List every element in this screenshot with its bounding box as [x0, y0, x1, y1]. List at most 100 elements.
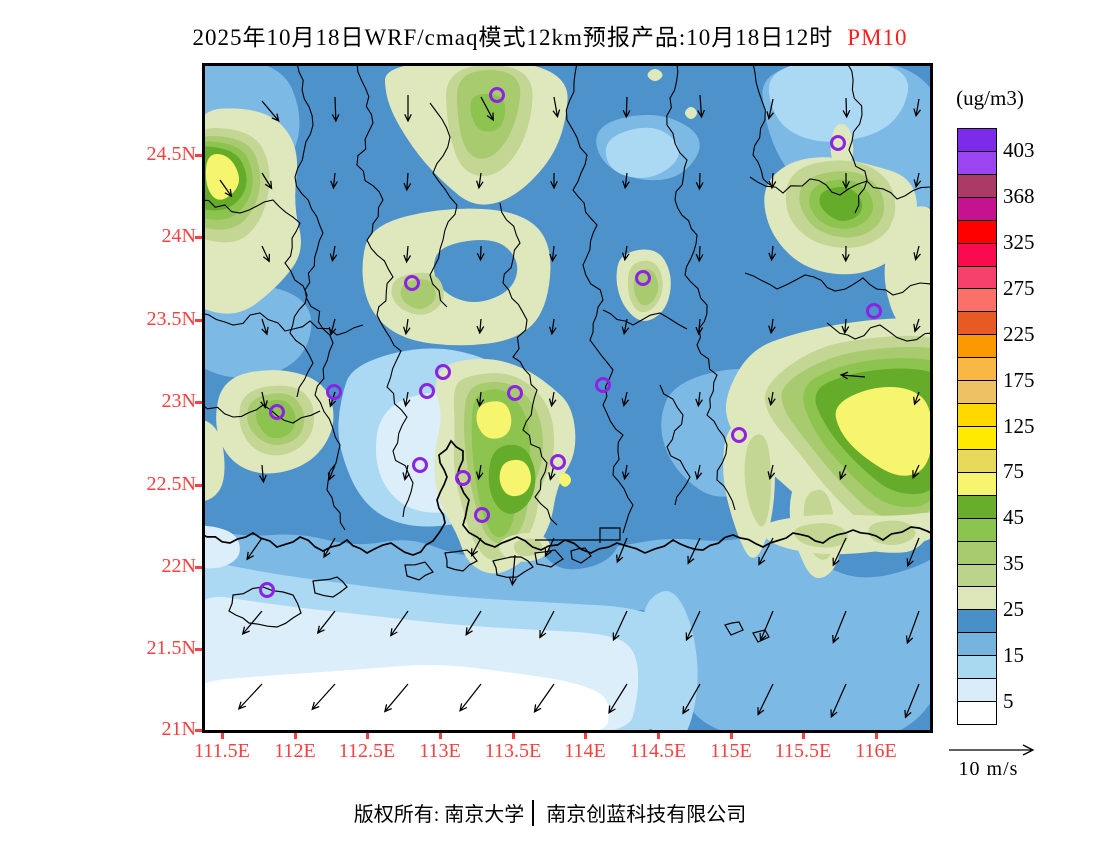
wind-vector-icon	[694, 464, 703, 481]
wind-vector-icon	[913, 318, 921, 333]
boundary-line	[205, 404, 321, 424]
wind-vector-icon	[552, 96, 561, 119]
boundary-line	[294, 66, 346, 531]
wind-vector-icon	[621, 391, 630, 408]
wind-vector-icon	[913, 172, 922, 189]
colorbar-cell	[958, 243, 996, 267]
wind-vector-icon	[544, 537, 555, 558]
station-marker-icon	[455, 470, 471, 486]
colorbar-label: 5	[1003, 689, 1014, 714]
x-axis-label: 112E	[274, 740, 316, 762]
colorbar-cell	[958, 656, 996, 680]
colorbar-cell	[958, 197, 996, 221]
station-marker-icon	[404, 275, 420, 291]
contour-region	[633, 269, 659, 306]
marine-boundary	[535, 527, 621, 543]
contour-region	[400, 279, 436, 309]
contour-region	[605, 127, 680, 178]
wind-vector-icon	[539, 610, 555, 639]
wind-vector-icon	[404, 95, 412, 123]
colorbar-label: 225	[1003, 321, 1035, 346]
colorbar-cell	[958, 679, 996, 703]
footer-right: 南京创蓝科技有限公司	[546, 804, 747, 826]
colorbar-cell	[958, 495, 996, 519]
x-axis-label: 115E	[710, 740, 752, 762]
colorbar-cell	[958, 702, 996, 724]
wind-vector-icon	[682, 683, 701, 715]
x-axis-tick	[802, 731, 805, 739]
y-axis-tick	[195, 154, 205, 157]
x-axis-label: 115.5E	[774, 740, 832, 762]
contour-region	[685, 107, 697, 119]
wind-vector-icon	[832, 610, 847, 644]
wind-vector-icon	[842, 173, 850, 190]
wind-vector-icon	[316, 610, 336, 635]
wind-vector-icon	[533, 683, 555, 713]
y-axis-label: 22.5N	[146, 473, 196, 495]
wind-vector-icon	[549, 318, 557, 336]
x-axis-tick	[221, 731, 224, 739]
boundary-line	[205, 312, 364, 336]
colorbar-cell	[958, 587, 996, 611]
wind-vector-icon	[403, 245, 412, 264]
wind-vector-icon	[622, 96, 631, 119]
wind-vector-icon	[480, 96, 494, 122]
boundary-line	[752, 66, 771, 186]
contour-region	[744, 434, 772, 527]
colorbar-cell	[958, 564, 996, 588]
station-marker-icon	[550, 454, 566, 470]
wind-vector-icon	[913, 391, 921, 406]
wind-vector-icon	[476, 318, 485, 335]
y-axis-label: 23N	[161, 390, 196, 412]
wind-vector-icon	[330, 172, 338, 190]
colorbar-label: 35	[1003, 551, 1024, 576]
wind-vector-icon	[509, 554, 517, 587]
map-border	[202, 63, 933, 733]
colorbar-unit: (ug/m3)	[956, 86, 1024, 110]
wind-vector-icon	[758, 537, 774, 566]
contour-region	[884, 206, 930, 337]
wind-vector-icon	[842, 97, 851, 119]
wind-vector-icon	[465, 610, 482, 636]
wind-vector-icon	[476, 245, 485, 262]
wind-vector-icon	[550, 173, 558, 190]
wind-vector-icon	[768, 172, 777, 190]
colorbar-cell	[958, 266, 996, 290]
wind-vector-icon	[616, 537, 628, 564]
colorbar-cell	[958, 449, 996, 473]
contour-region	[205, 665, 610, 730]
footer-separator	[532, 799, 535, 826]
colorbar-label: 275	[1003, 275, 1035, 300]
colorbar-cell	[958, 358, 996, 382]
colorbar-label: 368	[1003, 183, 1035, 208]
wind-vector-icon	[261, 318, 269, 336]
island-outline	[752, 629, 770, 643]
wind-vector-icon	[389, 610, 409, 637]
station-marker-icon	[269, 404, 285, 420]
x-axis-tick	[730, 731, 733, 739]
station-marker-icon	[435, 364, 451, 380]
station-marker-icon	[830, 135, 846, 151]
wind-vector-icon	[548, 391, 557, 408]
wind-vector-icon	[403, 172, 412, 192]
station-marker-icon	[326, 384, 342, 400]
contour-region	[819, 186, 863, 221]
wind-vector-icon	[839, 371, 866, 380]
wind-vector-icon	[695, 172, 704, 191]
station-marker-icon	[412, 457, 428, 473]
wind-vector-icon	[904, 683, 920, 719]
x-axis-tick	[294, 731, 297, 739]
colorbar-cell	[958, 610, 996, 634]
wind-vector-icon	[328, 318, 337, 336]
boundary-line	[659, 384, 691, 506]
wind-vector-icon	[246, 537, 263, 561]
colorbar-cell	[958, 541, 996, 565]
wind-vector-icon	[757, 683, 774, 716]
wind-vector-icon	[622, 172, 630, 190]
x-axis-tick	[875, 731, 878, 739]
x-axis-tick	[366, 731, 369, 739]
contour-region	[559, 473, 571, 487]
wind-vector-icon	[261, 172, 273, 190]
y-axis-label: 24N	[161, 225, 196, 247]
